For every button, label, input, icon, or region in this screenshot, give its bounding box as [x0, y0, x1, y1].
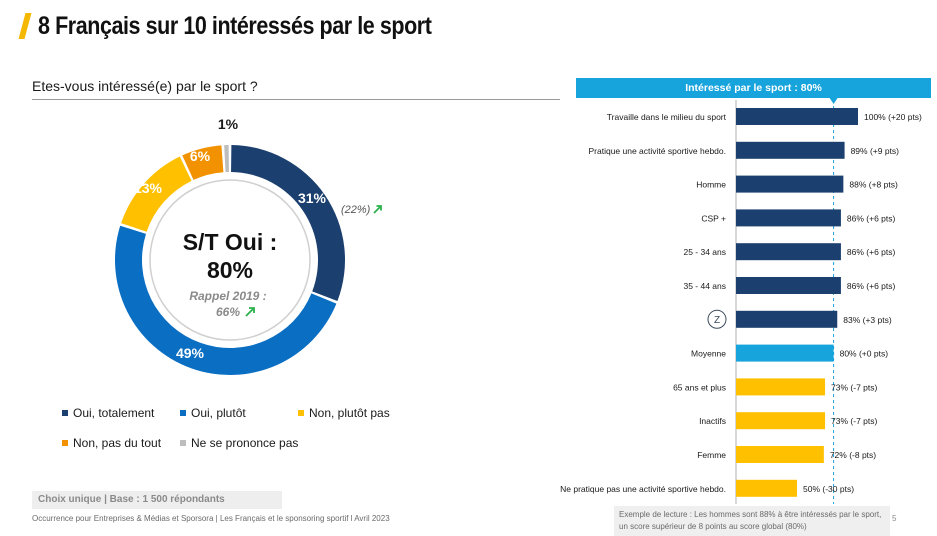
bar-value-label-11: 50% (-30 pts) — [803, 484, 854, 494]
bar-category-label-3: CSP + — [701, 213, 726, 223]
bar-value-label-2: 88% (+8 pts) — [849, 180, 898, 190]
bar-1 — [736, 141, 845, 159]
bar-value-label-0: 100% (+20 pts) — [864, 112, 922, 122]
bar-value-label-10: 72% (-8 pts) — [830, 450, 876, 460]
donut-slice-1 — [115, 225, 337, 375]
reference-marker-icon — [829, 98, 838, 104]
donut-inner-ring — [149, 179, 311, 341]
bar-value-label-5: 86% (+6 pts) — [847, 281, 896, 291]
base-note: Choix unique | Base : 1 500 répondants — [32, 491, 282, 509]
bar-value-label-3: 86% (+6 pts) — [847, 213, 896, 223]
bar-3 — [736, 209, 841, 227]
bar-value-label-8: 73% (-7 pts) — [831, 382, 877, 392]
donut-slice-label-0: 31% — [298, 190, 327, 206]
bar-category-label-2: Homme — [696, 180, 726, 190]
recall-up-arrow-icon — [245, 307, 255, 317]
bar-5 — [736, 277, 841, 294]
legend-label: Oui, plutôt — [191, 406, 246, 420]
donut-slice-2 — [121, 156, 192, 232]
example-note: Exemple de lecture : Les hommes sont 88%… — [614, 506, 890, 536]
bar-category-label-10: Femme — [697, 450, 726, 460]
bar-9 — [736, 412, 826, 430]
legend-item: Oui, plutôt — [180, 406, 298, 420]
bar-category-label-0: Travaille dans le milieu du sport — [607, 112, 727, 122]
donut-slice-label-4: 1% — [218, 116, 239, 132]
bar-category-label-1: Pratique une activité sportive hebdo. — [588, 146, 726, 156]
bar-7 — [736, 344, 834, 362]
bar-11 — [736, 479, 797, 497]
page-number: 5 — [892, 514, 897, 523]
legend-swatch — [62, 440, 68, 446]
page-title: 8 Français sur 10 intéressés par le spor… — [38, 11, 432, 40]
legend-item: Ne se prononce pas — [180, 436, 310, 450]
generation-z-badge-icon: Z — [707, 309, 727, 329]
donut-slice-label-3: 6% — [190, 148, 211, 164]
bar-0 — [736, 108, 858, 125]
donut-slice-label-2: 13% — [134, 180, 163, 196]
legend-swatch — [298, 410, 304, 416]
donut-legend: Oui, totalement Oui, plutôt Non, plutôt pa… — [62, 405, 422, 465]
bar-6 — [736, 310, 838, 328]
legend-swatch — [180, 410, 186, 416]
bar-8 — [736, 378, 826, 396]
recall-label: Rappel 2019 : — [189, 289, 266, 303]
donut-slice-0 — [231, 145, 345, 302]
bar-value-label-1: 89% (+9 pts) — [851, 146, 900, 156]
legend-swatch — [180, 440, 186, 446]
donut-center-label: S/T Oui : — [183, 229, 278, 255]
legend-label: Non, pas du tout — [73, 436, 162, 450]
bar-4 — [736, 243, 841, 261]
bar-value-label-7: 80% (+0 pts) — [840, 349, 889, 359]
bar-value-label-6: 83% (+3 pts) — [843, 315, 892, 325]
donut-slice-3 — [182, 145, 224, 180]
legend-label: Oui, totalement — [73, 406, 155, 420]
bar-value-label-4: 86% (+6 pts) — [847, 247, 896, 257]
bar-category-label-11: Ne pratique pas une activité sportive he… — [560, 484, 726, 494]
legend-label: Ne se prononce pas — [191, 436, 299, 450]
bar-category-label-7: Moyenne — [691, 349, 726, 359]
badge-text: Z — [714, 315, 720, 326]
donut-center-value: 80% — [207, 257, 253, 283]
legend-row: Oui, totalement Oui, plutôt Non, plutôt pa… — [62, 405, 422, 421]
source-note: Occurrence pour Entreprises & Médias et … — [32, 514, 390, 523]
legend-item: Non, pas du tout — [62, 436, 180, 450]
bar-category-label-9: Inactifs — [699, 416, 726, 426]
legend-label: Non, plutôt pas — [309, 406, 390, 420]
bar-category-label-8: 65 ans et plus — [673, 382, 726, 392]
legend-swatch — [62, 410, 68, 416]
survey-question: Etes-vous intéressé(e) par le sport ? — [32, 78, 258, 94]
title-block: 8 Français sur 10 intéressés par le spor… — [18, 8, 496, 44]
donut-slice-4 — [224, 145, 229, 173]
bar-2 — [736, 175, 844, 193]
bar-10 — [736, 446, 824, 463]
annotation-up-arrow-icon — [373, 205, 382, 214]
bar-category-label-5: 35 - 44 ans — [683, 281, 726, 291]
bar-chart-header: Intéressé par le sport : 80% — [576, 78, 931, 98]
question-divider — [32, 99, 560, 100]
donut-slice-label-1: 49% — [176, 345, 205, 361]
legend-item: Non, plutôt pas — [298, 406, 418, 420]
bar-value-label-9: 73% (-7 pts) — [831, 416, 877, 426]
donut-annotation: (22%) — [341, 204, 371, 216]
legend-row: Non, pas du tout Ne se prononce pas — [62, 435, 422, 451]
bar-category-label-4: 25 - 34 ans — [683, 247, 726, 257]
recall-value: 66% — [216, 305, 240, 319]
legend-item: Oui, totalement — [62, 406, 180, 420]
